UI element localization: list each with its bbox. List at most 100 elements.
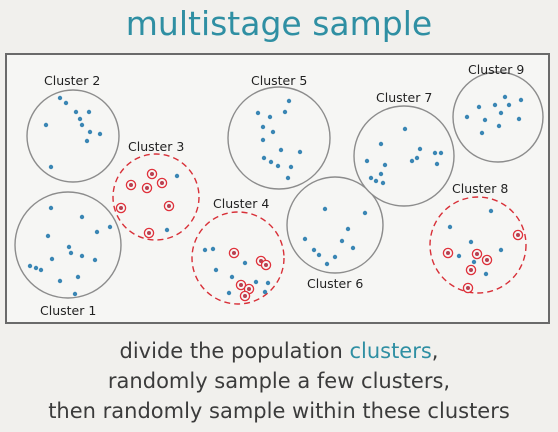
cluster-6-dots [302, 206, 368, 267]
population-dot [265, 280, 271, 286]
population-dot [409, 158, 415, 164]
population-dot [255, 110, 261, 116]
population-dot [492, 102, 498, 108]
population-dot [464, 114, 470, 120]
population-dot [302, 236, 308, 242]
population-dot [210, 246, 216, 252]
population-dot [174, 173, 180, 179]
population-dot [288, 164, 294, 170]
sampled-dot [115, 202, 127, 214]
population-dot [86, 109, 92, 115]
population-dot [476, 104, 482, 110]
cluster-label: Cluster 7 [376, 90, 432, 105]
population-dot [362, 210, 368, 216]
population-dot [468, 239, 474, 245]
population-dot [496, 123, 502, 129]
cluster-3-dots [115, 168, 180, 239]
population-dot [297, 149, 303, 155]
population-dot [202, 247, 208, 253]
population-dot [92, 257, 98, 263]
population-dot [49, 256, 55, 262]
population-dot [380, 180, 386, 186]
population-dot [33, 265, 39, 271]
population-dot [43, 122, 49, 128]
population-dot [498, 110, 504, 116]
cluster-4-circle [191, 211, 285, 305]
population-dot [456, 253, 462, 259]
population-dot [332, 254, 338, 260]
cluster-9-dots [464, 94, 524, 136]
sampled-dot [163, 200, 175, 212]
population-dot [482, 117, 488, 123]
population-dot [471, 259, 477, 265]
population-dot [261, 155, 267, 161]
population-dot [502, 94, 508, 100]
cluster-7-dots [364, 126, 444, 186]
population-dot [438, 150, 444, 156]
population-dot [72, 291, 78, 297]
population-dot [479, 130, 485, 136]
population-dot [87, 129, 93, 135]
population-dot [260, 137, 266, 143]
population-dot [345, 226, 351, 232]
caption-line-1-suffix: , [431, 339, 439, 363]
sampled-dot [239, 290, 251, 302]
population-dot [278, 147, 284, 153]
cluster-1-circle [14, 191, 122, 299]
cluster-6-circle [286, 176, 384, 274]
cluster-5-circle [227, 86, 331, 190]
sampled-dot [156, 177, 168, 189]
sampled-dot [141, 182, 153, 194]
population-dot [242, 260, 248, 266]
population-dot [275, 163, 281, 169]
cluster-2-circle [26, 89, 120, 183]
population-dot [84, 138, 90, 144]
sampled-dot [143, 227, 155, 239]
sampled-dot [462, 282, 474, 294]
population-dot [79, 122, 85, 128]
population-dot [432, 150, 438, 156]
population-dot [368, 175, 374, 181]
population-dot [434, 161, 440, 167]
caption-line-2: randomly sample a few clusters, [107, 369, 451, 393]
cluster-label: Cluster 9 [468, 62, 524, 77]
population-dot [414, 155, 420, 161]
population-dot [107, 224, 113, 230]
sampled-dot [146, 168, 158, 180]
population-dot [63, 100, 69, 106]
cluster-label: Cluster 3 [128, 139, 184, 154]
cluster-8-circle [429, 196, 527, 294]
population-dot [27, 263, 33, 269]
cluster-label: Cluster 4 [213, 196, 269, 211]
population-dot [268, 159, 274, 165]
cluster-label: Cluster 6 [307, 276, 363, 291]
population-dot [483, 271, 489, 277]
population-dot [286, 98, 292, 104]
population-dot [48, 205, 54, 211]
population-dot [364, 158, 370, 164]
population-dot [498, 247, 504, 253]
population-dot [311, 247, 317, 253]
cluster-1-dots [27, 205, 113, 297]
caption-line-1: divide the population clusters, [0, 336, 558, 366]
sampled-dot [481, 254, 493, 266]
population-dot [285, 175, 291, 181]
cluster-5-dots [255, 98, 303, 181]
population-dot [79, 214, 85, 220]
population-dot [97, 131, 103, 137]
population-dot [506, 102, 512, 108]
population-dot [262, 289, 268, 295]
population-dot [57, 95, 63, 101]
population-dot [382, 162, 388, 168]
population-dot [324, 261, 330, 267]
population-dot [488, 208, 494, 214]
sampled-dot [260, 259, 272, 271]
population-dot [417, 146, 423, 152]
population-dot [229, 274, 235, 280]
population-dot [447, 224, 453, 230]
population-dot [57, 278, 63, 284]
cluster-label: Cluster 5 [251, 73, 307, 88]
population-dot [213, 267, 219, 273]
population-dot [378, 141, 384, 147]
